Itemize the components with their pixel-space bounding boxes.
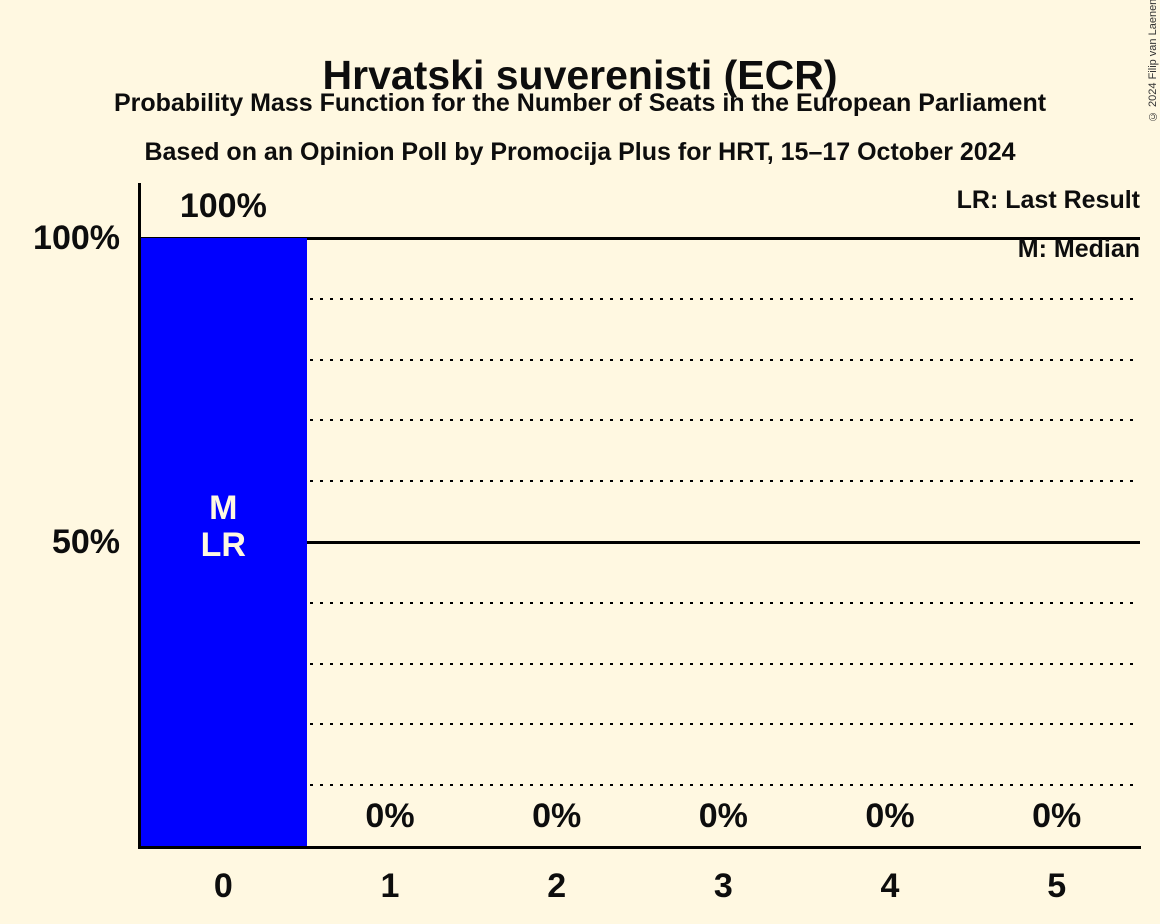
x-axis-label-seat-4: 4 [880,867,900,905]
bar-annotation-median-last-result: M LR [200,488,246,564]
gridline-10-percent [140,784,1140,787]
x-axis-label-seat-1: 1 [380,867,400,905]
value-label-seat-0: 100% [179,187,267,225]
gridline-50-percent [140,541,1140,544]
x-axis-label-seat-2: 2 [547,867,567,905]
y-axis-label-100: 100% [33,219,120,257]
value-label-seat-1: 0% [365,797,415,835]
value-label-seat-2: 0% [532,797,582,835]
chart-subtitle: Probability Mass Function for the Number… [113,89,1047,117]
gridline-80-percent [140,358,1140,361]
x-axis-line [138,846,1141,849]
gridline-100-percent [140,237,1140,240]
gridline-30-percent [140,662,1140,665]
x-axis-label-seat-0: 0 [213,867,233,905]
x-axis-label-seat-5: 5 [1047,867,1067,905]
gridline-20-percent [140,723,1140,726]
copyright-notice: © 2024 Filip van Laenen [1147,0,1159,122]
value-label-seat-3: 0% [698,797,748,835]
gridline-40-percent [140,601,1140,604]
value-label-seat-4: 0% [865,797,915,835]
value-label-seat-5: 0% [1032,797,1082,835]
legend-last-result: LR: Last Result [956,186,1140,214]
bar-seat-0 [140,238,307,846]
chart-title: Hrvatski suverenisti (ECR) [322,52,838,99]
gridline-60-percent [140,480,1140,483]
chart-source-line: Based on an Opinion Poll by Promocija Pl… [144,138,1016,166]
gridline-90-percent [140,297,1140,300]
y-axis-line [138,183,141,849]
legend-median: M: Median [1017,235,1140,263]
x-axis-label-seat-3: 3 [713,867,733,905]
y-axis-label-50: 50% [51,523,120,561]
gridline-70-percent [140,419,1140,422]
